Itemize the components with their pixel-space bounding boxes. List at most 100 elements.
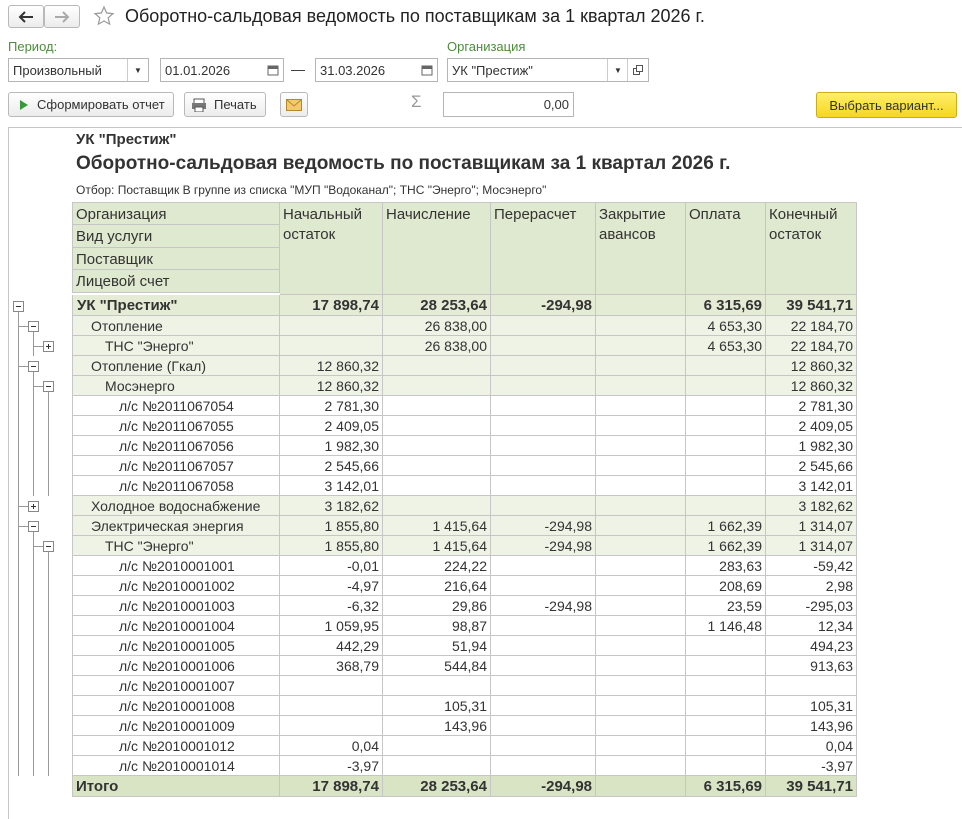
value-cell bbox=[686, 676, 766, 696]
sum-symbol: Σ bbox=[411, 92, 422, 111]
row-label: л/с №2010001001 bbox=[72, 556, 280, 576]
value-cell: 4 653,30 bbox=[686, 316, 766, 336]
choose-variant-button[interactable]: Выбрать вариант... bbox=[816, 92, 957, 118]
value-cell: 1 314,07 bbox=[766, 516, 857, 536]
tree-line bbox=[18, 311, 19, 776]
generate-button[interactable]: Сформировать отчет bbox=[8, 92, 174, 117]
value-cell bbox=[596, 716, 686, 736]
value-cell: 283,63 bbox=[686, 556, 766, 576]
date-from[interactable]: 01.01.2026 bbox=[160, 58, 284, 82]
value-cell: 544,84 bbox=[383, 656, 491, 676]
value-cell bbox=[491, 756, 596, 776]
back-icon bbox=[18, 10, 33, 23]
print-button[interactable]: Печать bbox=[184, 92, 266, 117]
value-cell bbox=[596, 596, 686, 616]
value-cell: 39 541,71 bbox=[766, 295, 857, 316]
value-cell: 1 314,07 bbox=[766, 536, 857, 556]
value-cell bbox=[686, 656, 766, 676]
expand-toggle[interactable] bbox=[43, 341, 54, 352]
choose-variant-text: Выбрать вариант... bbox=[829, 97, 944, 113]
value-cell bbox=[686, 396, 766, 416]
date-to[interactable]: 31.03.2026 bbox=[315, 58, 438, 82]
value-cell bbox=[491, 576, 596, 596]
value-cell: 3 182,62 bbox=[280, 496, 383, 516]
value-cell bbox=[383, 456, 491, 476]
value-cell bbox=[596, 516, 686, 536]
dropdown-arrow[interactable]: ▼ bbox=[607, 59, 628, 81]
org-select[interactable]: УК "Престиж" ▼ bbox=[447, 58, 649, 82]
favorite-star[interactable] bbox=[93, 5, 115, 27]
value-cell: 4 653,30 bbox=[686, 336, 766, 356]
value-cell: 208,69 bbox=[686, 576, 766, 596]
value-cell: 3 142,01 bbox=[280, 476, 383, 496]
expand-toggle[interactable] bbox=[28, 501, 39, 512]
value-cell: -295,03 bbox=[766, 596, 857, 616]
value-cell: 1 662,39 bbox=[686, 516, 766, 536]
column-header: Начисление bbox=[383, 202, 491, 295]
value-cell bbox=[596, 476, 686, 496]
value-cell: 1 982,30 bbox=[766, 436, 857, 456]
value-cell: 12,34 bbox=[766, 616, 857, 636]
total-cell: 17 898,74 bbox=[280, 776, 383, 797]
value-cell: 1 415,64 bbox=[383, 516, 491, 536]
value-cell bbox=[383, 396, 491, 416]
value-cell: 51,94 bbox=[383, 636, 491, 656]
value-cell: 12 860,32 bbox=[280, 376, 383, 396]
period-select[interactable]: Произвольный ▼ bbox=[8, 58, 149, 82]
value-cell bbox=[686, 736, 766, 756]
dropdown-arrow[interactable]: ▼ bbox=[127, 59, 148, 81]
date-to-text: 31.03.2026 bbox=[320, 62, 386, 78]
value-cell bbox=[596, 416, 686, 436]
tree-line bbox=[33, 386, 43, 387]
value-cell bbox=[596, 756, 686, 776]
collapse-toggle[interactable] bbox=[43, 381, 54, 392]
row-label: л/с №2010001007 bbox=[72, 676, 280, 696]
value-cell: 26 838,00 bbox=[383, 336, 491, 356]
value-cell bbox=[383, 356, 491, 376]
value-cell: 2 545,66 bbox=[280, 456, 383, 476]
value-cell: 26 838,00 bbox=[383, 316, 491, 336]
mail-button[interactable] bbox=[280, 92, 308, 117]
window-title: Оборотно-сальдовая ведомость по поставщи… bbox=[125, 6, 705, 26]
value-cell bbox=[686, 696, 766, 716]
value-cell: -3,97 bbox=[766, 756, 857, 776]
open-button[interactable] bbox=[627, 59, 648, 81]
collapse-toggle[interactable] bbox=[13, 301, 24, 312]
value-cell: 3 182,62 bbox=[766, 496, 857, 516]
value-cell: 3 142,01 bbox=[766, 476, 857, 496]
forward-button[interactable] bbox=[44, 5, 80, 28]
value-cell bbox=[596, 636, 686, 656]
value-cell: 98,87 bbox=[383, 616, 491, 636]
value-cell: 105,31 bbox=[383, 696, 491, 716]
value-cell bbox=[280, 336, 383, 356]
value-cell: 0,04 bbox=[280, 736, 383, 756]
calendar-icon[interactable] bbox=[267, 64, 279, 76]
row-label: л/с №2010001006 bbox=[72, 656, 280, 676]
tree-line bbox=[18, 526, 28, 527]
collapse-toggle[interactable] bbox=[43, 541, 54, 552]
value-cell bbox=[686, 756, 766, 776]
collapse-toggle[interactable] bbox=[28, 321, 39, 332]
value-cell bbox=[686, 636, 766, 656]
value-cell bbox=[766, 676, 857, 696]
tree-line bbox=[33, 371, 34, 496]
value-cell: -294,98 bbox=[491, 516, 596, 536]
row-label: л/с №2011067057 bbox=[72, 456, 280, 476]
collapse-toggle[interactable] bbox=[28, 361, 39, 372]
column-header: Начальный остаток bbox=[280, 202, 383, 295]
calendar-icon[interactable] bbox=[421, 64, 433, 76]
back-button[interactable] bbox=[8, 5, 44, 28]
period-label: Период: bbox=[8, 39, 58, 54]
value-cell: 2 781,30 bbox=[766, 396, 857, 416]
value-cell: 22 184,70 bbox=[766, 336, 857, 356]
value-cell: 913,63 bbox=[766, 656, 857, 676]
value-cell bbox=[383, 376, 491, 396]
row-label: л/с №2011067055 bbox=[72, 416, 280, 436]
report-org: УК "Престиж" bbox=[76, 131, 177, 148]
column-header: Конечный остаток bbox=[766, 202, 857, 295]
value-cell bbox=[491, 656, 596, 676]
org-text: УК "Престиж" bbox=[452, 62, 533, 78]
collapse-toggle[interactable] bbox=[28, 521, 39, 532]
